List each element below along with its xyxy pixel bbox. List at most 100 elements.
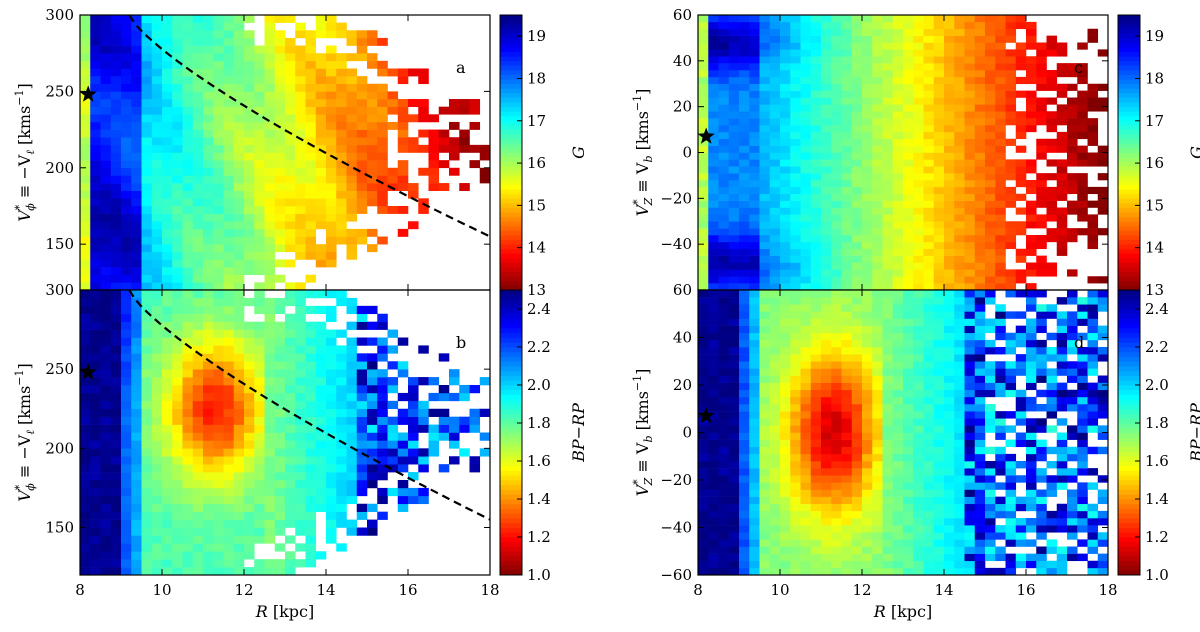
heatmap-cell — [708, 221, 719, 229]
colorbar-segment — [500, 207, 522, 213]
heatmap-cell — [80, 392, 91, 402]
heatmap-cell — [408, 424, 419, 433]
heatmap-cell — [759, 255, 771, 263]
heatmap-cell — [923, 145, 935, 153]
heatmap-cell — [810, 325, 822, 334]
heatmap-cell — [810, 347, 822, 355]
colorbar-segment — [1118, 102, 1140, 108]
heatmap-cell — [944, 375, 955, 383]
heatmap-cell — [141, 160, 153, 169]
heatmap-cell — [872, 166, 883, 174]
heatmap-cell — [305, 345, 317, 354]
colorbar-tick-label: 15 — [1145, 196, 1164, 214]
heatmap-cell — [336, 448, 347, 457]
heatmap-cell — [841, 90, 853, 98]
heatmap-cell — [913, 21, 924, 30]
heatmap-cell — [1067, 70, 1078, 78]
heatmap-cell — [213, 198, 224, 207]
heatmap-cell — [903, 567, 914, 576]
heatmap-cell — [749, 375, 760, 383]
heatmap-cell — [274, 329, 286, 338]
heatmap-cell — [141, 167, 153, 176]
heatmap-cell — [749, 539, 760, 547]
heatmap-cell — [315, 183, 327, 191]
heatmap-cell — [254, 144, 265, 153]
heatmap-cell — [244, 205, 255, 214]
heatmap-cell — [172, 228, 183, 237]
heatmap-cell — [749, 104, 760, 112]
heatmap-cell — [90, 267, 101, 276]
heatmap-cell — [862, 318, 873, 326]
heatmap-cell — [1097, 83, 1109, 91]
heatmap-cell — [749, 235, 760, 243]
heatmap-cell — [769, 461, 781, 469]
heatmap-cell — [913, 446, 924, 455]
heatmap-cell — [244, 337, 255, 346]
heatmap-cell — [739, 382, 750, 391]
heatmap-cell — [964, 49, 976, 57]
heatmap-cell — [851, 411, 863, 419]
heatmap-cell — [264, 487, 276, 497]
heatmap-cell — [100, 559, 112, 568]
heatmap-cell — [182, 543, 194, 552]
heatmap-cell — [892, 432, 904, 440]
heatmap-cell — [892, 97, 904, 105]
x-axis-label: R [kpc] — [255, 602, 315, 621]
heatmap-cell — [90, 305, 101, 315]
heatmap-cell — [264, 106, 276, 115]
heatmap-cell — [954, 214, 965, 222]
heatmap-cell — [749, 42, 760, 50]
heatmap-cell — [851, 311, 863, 319]
heatmap-cell — [80, 400, 91, 410]
heatmap-cell — [151, 198, 163, 207]
heatmap-cell — [944, 567, 955, 576]
heatmap-cell — [110, 385, 122, 394]
heatmap-cell — [172, 53, 183, 62]
heatmap-cell — [821, 425, 832, 433]
heatmap-cell — [933, 396, 945, 405]
heatmap-cell — [90, 448, 101, 457]
heatmap-cell — [923, 475, 935, 483]
heatmap-cell — [944, 56, 955, 64]
heatmap-cell — [1015, 76, 1027, 85]
heatmap-cell — [346, 305, 358, 315]
heatmap-cell — [831, 446, 842, 455]
heatmap-cell — [759, 118, 771, 126]
heatmap-cell — [213, 259, 224, 268]
heatmap-cell — [800, 518, 812, 526]
heatmap-cell — [141, 511, 153, 520]
heatmap-cell — [223, 559, 235, 568]
heatmap-cell — [315, 91, 327, 100]
heatmap-cell — [223, 152, 235, 161]
heatmap-cell — [841, 200, 853, 208]
heatmap-cell — [100, 244, 112, 253]
heatmap-cell — [1005, 159, 1017, 167]
heatmap-cell — [923, 207, 935, 215]
heatmap-cell — [397, 68, 409, 77]
heatmap-cell — [100, 30, 112, 39]
heatmap-cell — [162, 290, 173, 299]
sun-marker — [79, 85, 97, 102]
heatmap-cell — [1026, 104, 1037, 112]
heatmap-cell — [964, 262, 976, 270]
colorbar-segment — [500, 304, 522, 310]
heatmap-cell — [356, 400, 368, 410]
heatmap-cell — [244, 392, 255, 402]
heatmap-cell — [295, 472, 306, 481]
heatmap-cell — [1097, 152, 1109, 160]
heatmap-cell — [862, 262, 873, 270]
heatmap-cell — [141, 361, 153, 370]
heatmap-cell — [780, 347, 791, 355]
heatmap-cell — [892, 567, 904, 576]
heatmap-cell — [192, 190, 204, 199]
heatmap-cell — [872, 525, 883, 533]
heatmap-cell — [295, 60, 306, 69]
heatmap-cell — [203, 440, 214, 449]
heatmap-cell — [944, 49, 955, 57]
heatmap-cell — [1026, 35, 1037, 43]
heatmap-cell — [769, 269, 781, 277]
heatmap-cell — [800, 382, 812, 391]
heatmap-cell — [305, 369, 317, 378]
heatmap-cell — [769, 283, 781, 291]
